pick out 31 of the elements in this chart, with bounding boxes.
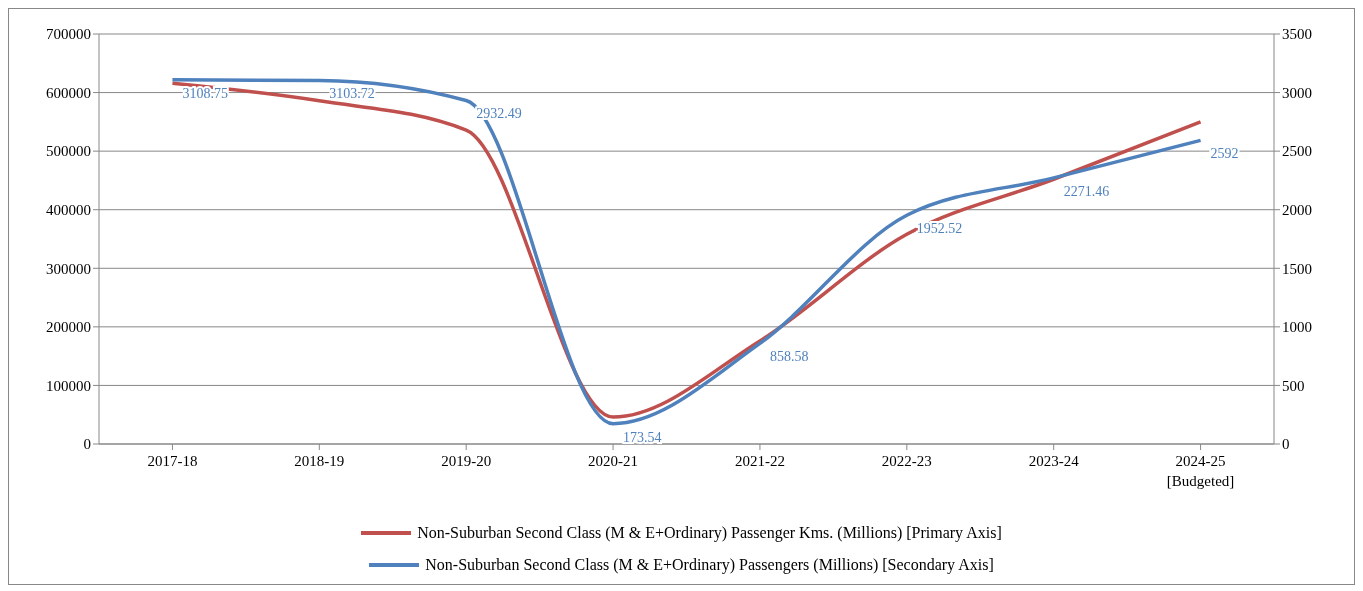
y-tick-label: 400000 — [46, 202, 91, 219]
data-label: 1952.52 — [916, 221, 963, 237]
y-tick-label: 500000 — [46, 143, 91, 160]
x-tick-label: 2022-23 — [881, 453, 932, 469]
data-label: 2271.46 — [1063, 183, 1110, 199]
x-tick-label: 2021-22 — [734, 453, 785, 469]
y-tick-label: 200000 — [46, 319, 91, 336]
y-tick-label: 700000 — [46, 26, 91, 43]
x-tick-label: 2017-18 — [147, 453, 198, 469]
x-tick-label: 2023-24 — [1028, 453, 1080, 469]
y-tick-label: 100000 — [46, 377, 91, 394]
x-tick-label: 2024-25 [Budgeted] — [1166, 453, 1235, 489]
y2-tick-label: 1000 — [1282, 319, 1312, 336]
y2-tick-label: 2500 — [1282, 143, 1312, 160]
y-tick-label: 0 — [83, 436, 91, 453]
y-tick-label: 600000 — [46, 84, 91, 101]
y2-tick-label: 3000 — [1282, 84, 1312, 101]
x-tick-label: 2018-19 — [294, 453, 345, 469]
y2-tick-label: 3500 — [1282, 26, 1312, 43]
x-tick-label: 2020-21 — [588, 453, 639, 469]
data-label: 2592 — [1210, 146, 1239, 162]
y2-tick-label: 0 — [1282, 436, 1290, 453]
y2-tick-label: 500 — [1282, 377, 1305, 394]
legend-label: Non-Suburban Second Class (M & E+Ordinary) Passengers (Millions) [Secondary Axis] — [425, 556, 994, 574]
y2-tick-label: 1500 — [1282, 260, 1312, 277]
data-label: 858.58 — [769, 349, 809, 365]
data-label: 173.54 — [623, 429, 662, 445]
x-tick-label: 2019-20 — [441, 453, 492, 469]
y2-tick-label: 2000 — [1282, 202, 1312, 219]
legend-label: Non-Suburban Second Class (M & E+Ordinary) Passenger Kms. (Millions) [Primary Axis] — [417, 524, 1002, 542]
y-tick-label: 300000 — [46, 260, 91, 277]
